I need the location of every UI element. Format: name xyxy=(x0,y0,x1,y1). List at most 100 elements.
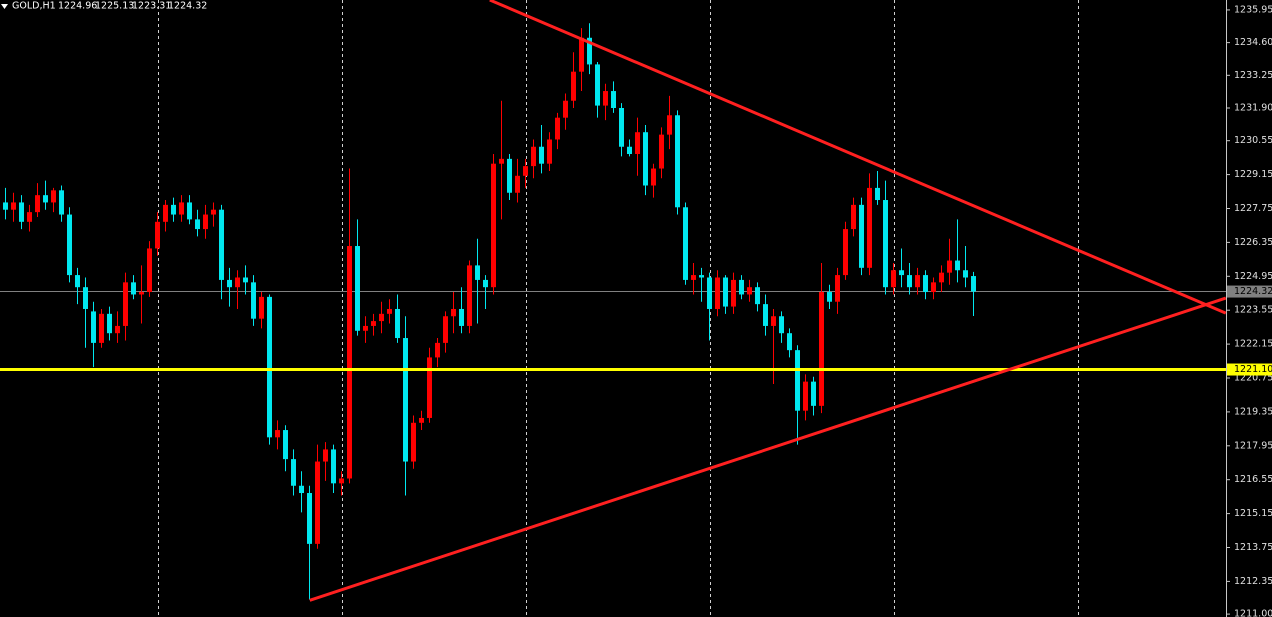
y-tick-label: 1215.15 xyxy=(1234,508,1272,519)
candle-body xyxy=(739,279,744,295)
candle-body xyxy=(403,338,408,462)
last-price-label: 1224.32 xyxy=(1234,286,1272,297)
level-box xyxy=(1227,363,1272,376)
candle-body xyxy=(131,282,136,295)
candle-body xyxy=(107,313,112,334)
candle-body xyxy=(59,190,64,215)
candle-body xyxy=(51,190,56,203)
candle-body xyxy=(635,132,640,155)
candle-body xyxy=(467,265,472,326)
candle-body xyxy=(915,275,920,288)
candle-body xyxy=(715,277,720,309)
y-tick-label: 1230.55 xyxy=(1234,135,1272,146)
y-tick-label: 1213.75 xyxy=(1234,542,1272,553)
candle-body xyxy=(99,313,104,343)
candle-body xyxy=(875,187,880,201)
candle-body xyxy=(83,287,88,309)
candle-body xyxy=(603,91,608,106)
candle-body xyxy=(27,212,32,222)
y-tick-label: 1229.15 xyxy=(1234,169,1272,180)
candle-body xyxy=(179,202,184,215)
candle-body xyxy=(91,311,96,343)
candle-body xyxy=(947,260,952,273)
candle-body xyxy=(379,313,384,322)
candle-body xyxy=(571,71,576,101)
candle-body xyxy=(659,134,664,169)
trend-line xyxy=(489,0,1227,315)
candle-body xyxy=(203,214,208,230)
candle-body xyxy=(899,270,904,276)
candle-body xyxy=(211,209,216,215)
candle-body xyxy=(123,282,128,326)
candle-body xyxy=(315,461,320,544)
candle-body xyxy=(163,204,168,222)
candle-body xyxy=(531,146,536,167)
candle-body xyxy=(803,381,808,411)
candle-body xyxy=(491,163,496,288)
candle-body xyxy=(579,37,584,72)
candle-body xyxy=(643,132,648,186)
candle-body xyxy=(563,100,568,118)
candle-body xyxy=(587,37,592,65)
candle-body xyxy=(667,115,672,135)
last-price-box xyxy=(1227,285,1272,298)
candle-body xyxy=(779,316,784,334)
candle-body xyxy=(523,166,528,176)
candle-body xyxy=(243,277,248,283)
candle-body xyxy=(819,292,824,406)
y-tick-label: 1220.75 xyxy=(1234,372,1272,383)
candle-body xyxy=(795,350,800,411)
candle-body xyxy=(219,209,224,280)
candle-body xyxy=(627,146,632,155)
candle-body xyxy=(11,202,16,210)
candle-body xyxy=(923,275,928,293)
candle-body xyxy=(387,308,392,314)
y-tick-label: 1222.15 xyxy=(1234,339,1272,350)
candle-body xyxy=(283,430,288,460)
candle-body xyxy=(955,260,960,271)
candle-body xyxy=(859,204,864,268)
candle-body xyxy=(195,219,200,230)
candle-body xyxy=(139,292,144,295)
candle-body xyxy=(395,308,400,339)
candle-body xyxy=(811,381,816,406)
candle-body xyxy=(675,115,680,208)
candle-body xyxy=(435,342,440,358)
candle-body xyxy=(723,277,728,307)
candle-body xyxy=(331,449,336,484)
candle-body xyxy=(619,107,624,147)
ohlc-close: 1224.32 xyxy=(168,1,207,12)
candle-body xyxy=(683,207,688,280)
candle-body xyxy=(931,282,936,293)
candle-body xyxy=(235,277,240,288)
chart-title: GOLD,H1 xyxy=(12,1,56,12)
trend-line xyxy=(309,296,1227,602)
candle-body xyxy=(171,204,176,215)
candle-body xyxy=(595,64,600,106)
candle-body xyxy=(507,158,512,193)
candle-body xyxy=(731,279,736,307)
candle-body xyxy=(339,478,344,484)
candle-body xyxy=(355,246,360,331)
y-tick-label: 1234.60 xyxy=(1234,37,1272,48)
candle-body xyxy=(547,139,552,164)
candle-body xyxy=(851,204,856,230)
candle-body xyxy=(763,304,768,326)
candle-body xyxy=(891,270,896,288)
candle-body xyxy=(691,275,696,280)
candle-body xyxy=(555,117,560,140)
candle-body xyxy=(971,276,976,292)
candle-body xyxy=(323,449,328,462)
candle-body xyxy=(451,308,456,317)
candle-body xyxy=(75,275,80,288)
y-tick-label: 1223.55 xyxy=(1234,305,1272,316)
candle-body xyxy=(939,272,944,283)
candle-body xyxy=(475,265,480,280)
candle-body xyxy=(307,493,312,544)
ohlc-open: 1224.96 xyxy=(58,1,97,12)
candle-body xyxy=(147,248,152,293)
candle-body xyxy=(539,146,544,164)
candle-body xyxy=(67,214,72,276)
